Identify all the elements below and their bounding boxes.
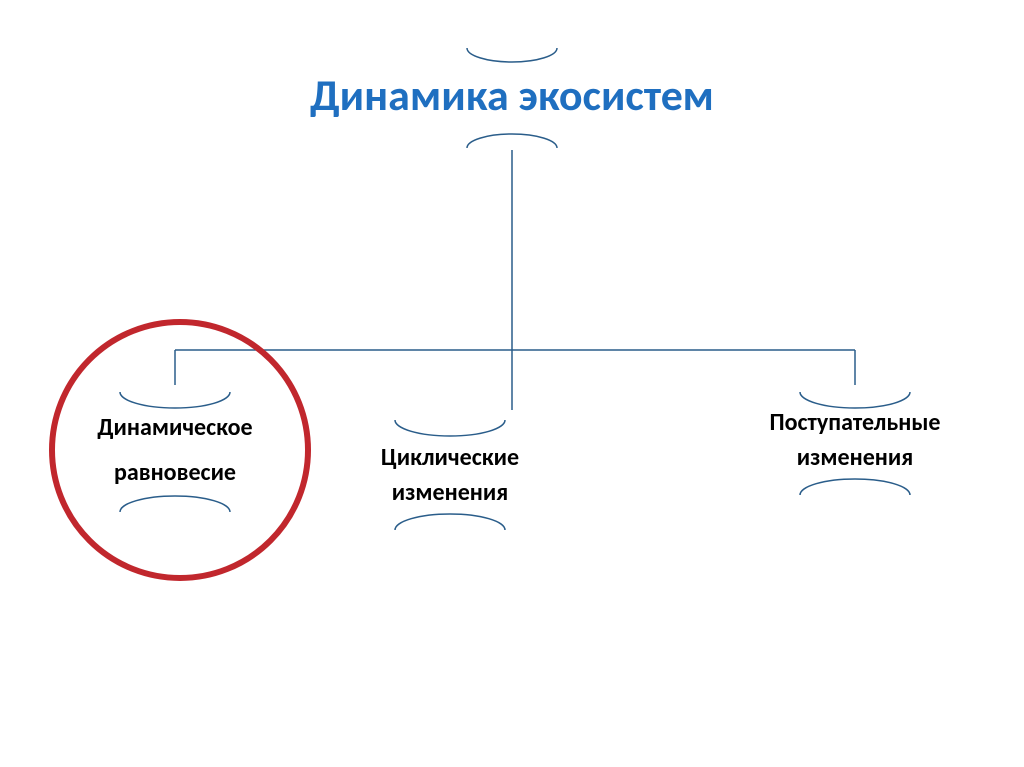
node-bracket-top-dynamic-equilibrium [120, 392, 230, 408]
node-bracket-top-progressive-changes [800, 392, 910, 408]
node-bracket-bottom-progressive-changes [800, 479, 910, 495]
node-bracket-bottom-cyclic-changes [395, 514, 505, 530]
node-label-progressive-changes-line0: Поступательные [769, 408, 940, 437]
highlight-circle [52, 322, 308, 578]
diagram-title: Динамика экосистем [310, 68, 714, 122]
node-label-dynamic-equilibrium-line0: Динамическое [97, 413, 252, 442]
node-bracket-top-cyclic-changes [395, 420, 505, 436]
node-label-cyclic-changes-line0: Циклические [381, 443, 519, 472]
title-bracket-top [467, 48, 557, 62]
node-bracket-bottom-dynamic-equilibrium [120, 496, 230, 512]
node-label-dynamic-equilibrium-line1: равновесие [114, 458, 236, 487]
node-label-cyclic-changes-line1: изменения [392, 478, 508, 507]
node-label-progressive-changes-line1: изменения [797, 443, 913, 472]
title-bracket-bottom [467, 134, 557, 148]
